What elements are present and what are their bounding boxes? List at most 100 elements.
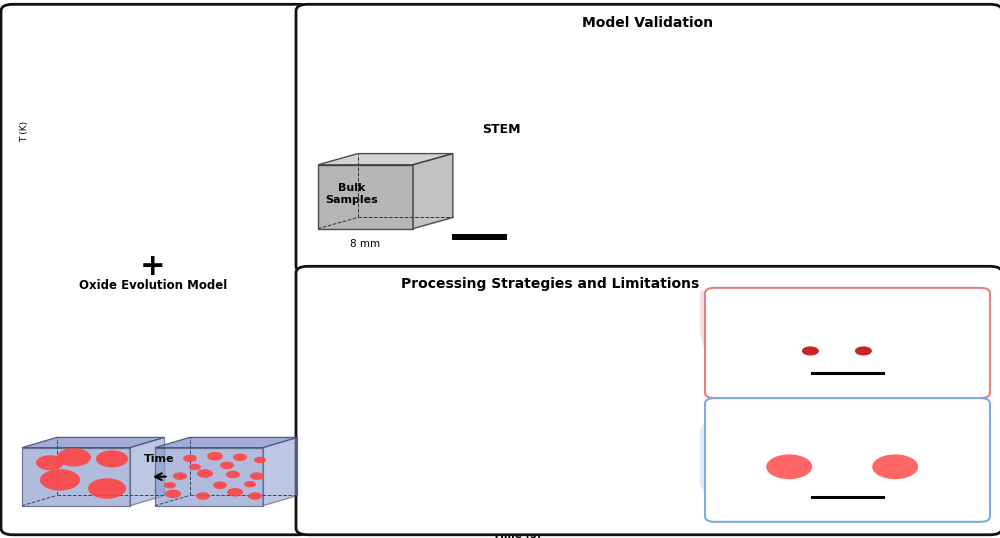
Ellipse shape [125,52,156,94]
Text: Time: Time [144,454,175,464]
Ellipse shape [181,70,190,86]
Ellipse shape [166,192,174,205]
Text: Bulk
Samples: Bulk Samples [325,183,378,204]
Circle shape [532,217,540,224]
Ellipse shape [118,184,127,198]
Ellipse shape [119,43,162,103]
Ellipse shape [108,171,137,211]
Ellipse shape [160,184,180,213]
Circle shape [541,146,555,159]
Text: T (K): T (K) [20,121,30,143]
Ellipse shape [130,59,150,87]
Ellipse shape [148,166,192,231]
Ellipse shape [168,49,204,107]
Ellipse shape [133,62,148,83]
Ellipse shape [136,67,144,78]
Text: STEM: STEM [482,123,521,136]
Title: Temperature Measurements: Temperature Measurements [71,19,257,32]
Ellipse shape [111,174,134,208]
Circle shape [513,207,524,217]
Ellipse shape [116,39,164,106]
Ellipse shape [149,168,190,229]
Ellipse shape [172,55,200,101]
X-axis label: Scanning Velocity (mm/s): Scanning Velocity (mm/s) [94,265,234,275]
Ellipse shape [124,49,157,96]
Circle shape [522,148,537,162]
Ellipse shape [115,181,129,201]
Ellipse shape [127,55,153,90]
Text: Powder Metallurgy: Powder Metallurgy [365,312,490,325]
Ellipse shape [152,171,188,226]
Text: +: + [140,252,166,281]
Ellipse shape [106,167,139,215]
Ellipse shape [139,71,141,74]
Ellipse shape [116,182,128,200]
X-axis label: Solidification Time (ms): Solidification Time (ms) [612,264,744,274]
Ellipse shape [165,190,175,207]
Ellipse shape [113,177,132,205]
Circle shape [463,207,474,218]
Ellipse shape [114,179,131,203]
Text: Processing Strategies and Limitations: Processing Strategies and Limitations [401,277,699,291]
Ellipse shape [173,57,199,99]
Circle shape [450,156,462,167]
Ellipse shape [167,194,173,203]
Ellipse shape [99,157,146,225]
Ellipse shape [157,179,183,218]
Ellipse shape [121,46,159,99]
Circle shape [482,148,495,160]
Ellipse shape [176,61,196,95]
Ellipse shape [171,54,201,102]
Ellipse shape [156,178,184,220]
Ellipse shape [115,38,166,108]
Ellipse shape [109,172,135,210]
Ellipse shape [167,48,204,108]
Ellipse shape [117,41,163,104]
Text: Model Validation: Model Validation [582,16,714,30]
Ellipse shape [158,181,182,216]
Circle shape [493,165,501,173]
Ellipse shape [131,60,149,85]
Ellipse shape [168,195,172,202]
Ellipse shape [184,75,188,81]
Ellipse shape [175,60,197,96]
Ellipse shape [120,45,161,101]
Ellipse shape [185,76,187,80]
Ellipse shape [163,189,176,208]
Ellipse shape [174,59,198,97]
Text: $10^{21}$ m$^{-3}$ (0.5 vol.%): $10^{21}$ m$^{-3}$ (0.5 vol.%) [789,407,906,423]
Ellipse shape [176,63,195,93]
Ellipse shape [101,160,144,222]
Ellipse shape [162,187,178,210]
Text: Oxide Evolution Model: Oxide Evolution Model [79,279,227,292]
Circle shape [515,231,531,245]
Legend: Model 1 wt.%, Model 0.52-0.58 wt.%, Experiment: Model 1 wt.%, Model 0.52-0.58 wt.%, Expe… [587,47,694,84]
Circle shape [449,154,458,162]
Circle shape [509,222,516,228]
Circle shape [498,216,514,231]
Circle shape [475,225,488,237]
Ellipse shape [129,57,152,88]
Ellipse shape [161,186,179,211]
Ellipse shape [169,51,203,105]
Ellipse shape [122,48,158,97]
Ellipse shape [102,162,142,220]
Ellipse shape [120,188,125,194]
Circle shape [488,208,500,220]
Ellipse shape [153,173,187,224]
Circle shape [490,224,501,234]
Ellipse shape [155,176,185,221]
Circle shape [500,183,506,189]
Ellipse shape [170,52,202,104]
Ellipse shape [154,174,186,223]
Circle shape [508,222,515,229]
Ellipse shape [138,69,143,76]
Text: 500 nm: 500 nm [461,221,498,230]
Ellipse shape [169,197,171,200]
Ellipse shape [105,165,140,217]
Y-axis label: Laser Power (W): Laser Power (W) [11,92,21,182]
Ellipse shape [126,53,154,92]
Ellipse shape [179,67,192,89]
X-axis label: Time (s): Time (s) [493,530,542,538]
Text: 50 nm: 50 nm [829,476,866,486]
